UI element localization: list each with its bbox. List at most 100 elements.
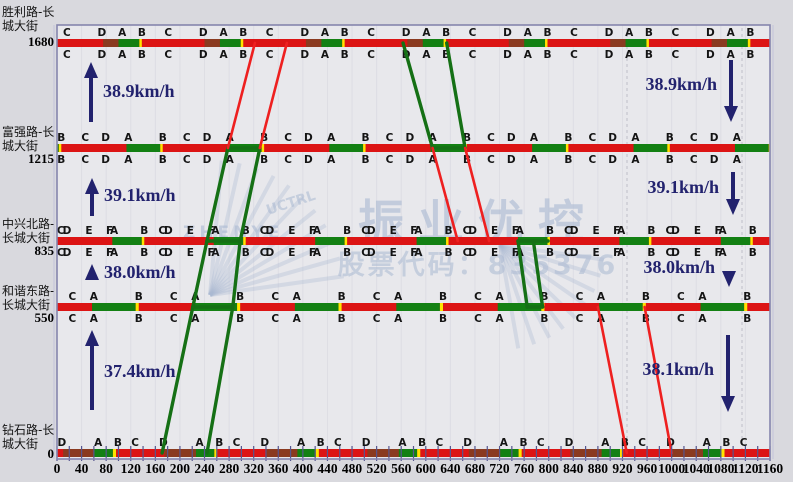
signal-phase-yellow bbox=[261, 144, 265, 152]
speed-label-down: 38.1km/h bbox=[642, 359, 714, 379]
phase-letter: C bbox=[570, 49, 578, 61]
signal-phase-green bbox=[416, 237, 447, 245]
phase-letter: D bbox=[608, 154, 617, 166]
phase-letter: A bbox=[601, 437, 610, 449]
phase-letter: A bbox=[631, 154, 640, 166]
signal-phase-green bbox=[625, 39, 647, 47]
x-axis-label: 720 bbox=[489, 461, 510, 476]
phase-letter: A bbox=[94, 437, 103, 449]
phase-letter: C bbox=[164, 49, 172, 61]
x-axis-label: 1000 bbox=[658, 461, 685, 476]
signal-phase-green bbox=[726, 39, 748, 47]
phase-letter: D bbox=[405, 132, 414, 144]
x-axis-label: 320 bbox=[244, 461, 265, 476]
intersection-name-line2: 城大街 bbox=[2, 437, 38, 451]
signal-phase-yellow bbox=[342, 39, 345, 47]
x-axis-label: 840 bbox=[563, 461, 584, 476]
phase-letter: A bbox=[297, 437, 306, 449]
phase-letter: A bbox=[495, 291, 504, 303]
signal-phase-green bbox=[112, 237, 142, 245]
phase-letter: C bbox=[671, 27, 679, 39]
phase-letter: B bbox=[418, 437, 426, 449]
x-axis-label: 360 bbox=[268, 461, 289, 476]
distance-label: 1680 bbox=[28, 34, 54, 49]
signal-phase-dark bbox=[204, 39, 220, 47]
phase-letter: C bbox=[81, 154, 89, 166]
phase-letter: C bbox=[469, 27, 477, 39]
phase-letter: B bbox=[343, 225, 351, 237]
phase-letter: E bbox=[85, 225, 92, 237]
phase-letter: B bbox=[57, 132, 65, 144]
phase-letter: D bbox=[565, 437, 574, 449]
phase-letter: B bbox=[642, 291, 650, 303]
phase-letter: C bbox=[266, 49, 274, 61]
phase-letter: B bbox=[135, 313, 143, 325]
up-arrow-icon bbox=[85, 264, 99, 280]
phase-letter: B bbox=[114, 437, 122, 449]
x-axis-label: 0 bbox=[54, 461, 61, 476]
signal-phase-yellow bbox=[139, 39, 142, 47]
phase-letter: A bbox=[90, 291, 99, 303]
signal-phase-dark bbox=[671, 449, 704, 457]
phase-letter: A bbox=[733, 132, 742, 144]
signal-phase-dark bbox=[63, 449, 95, 457]
logo-ray bbox=[209, 274, 344, 297]
x-axis-label: 120 bbox=[121, 461, 142, 476]
phase-letter: C bbox=[373, 291, 381, 303]
phase-letter: B bbox=[239, 27, 247, 39]
signal-phase-dark bbox=[103, 39, 119, 47]
phase-letter: C bbox=[474, 313, 482, 325]
phase-letter: B bbox=[647, 225, 655, 237]
phase-letter: E bbox=[390, 247, 397, 259]
phase-letter: D bbox=[503, 49, 512, 61]
phase-letter: C bbox=[170, 291, 178, 303]
phase-letter: C bbox=[367, 49, 375, 61]
x-axis-label: 80 bbox=[99, 461, 113, 476]
phase-letter: B bbox=[564, 154, 572, 166]
signal-phase-green bbox=[94, 449, 113, 457]
phase-letter: C bbox=[690, 132, 698, 144]
phase-letter: A bbox=[727, 49, 736, 61]
speed-label-down: 38.0km/h bbox=[643, 257, 715, 277]
logo-ray bbox=[208, 167, 259, 296]
phase-letter: B bbox=[666, 154, 674, 166]
x-axis-label: 800 bbox=[539, 461, 560, 476]
phase-letter: B bbox=[540, 313, 548, 325]
phase-letter: A bbox=[530, 132, 539, 144]
phase-letter: A bbox=[394, 291, 403, 303]
phase-letter: A bbox=[428, 154, 437, 166]
phase-letter: B bbox=[645, 27, 653, 39]
phase-letter: C bbox=[589, 132, 597, 144]
phase-letter: D bbox=[300, 27, 309, 39]
phase-letter: A bbox=[226, 154, 235, 166]
intersection-name-line2: 城大街 bbox=[2, 19, 38, 33]
trajectory-red bbox=[463, 146, 491, 243]
signal-phase-dark bbox=[468, 449, 501, 457]
distance-label: 835 bbox=[35, 243, 55, 258]
phase-letter: E bbox=[592, 247, 599, 259]
trajectory-green bbox=[444, 41, 467, 150]
phase-letter: B bbox=[138, 27, 146, 39]
signal-phase-green bbox=[619, 237, 649, 245]
phase-letter: A bbox=[524, 49, 533, 61]
phase-letter: A bbox=[495, 313, 504, 325]
phase-letter: D bbox=[362, 437, 371, 449]
phase-letter: C bbox=[233, 437, 241, 449]
phase-letter: E bbox=[288, 225, 295, 237]
phase-letter: C bbox=[386, 132, 394, 144]
x-axis-label: 880 bbox=[588, 461, 609, 476]
phase-letter: B bbox=[362, 132, 370, 144]
phase-letter: A bbox=[625, 27, 634, 39]
phase-letter: B bbox=[749, 225, 757, 237]
signal-phase-green bbox=[118, 39, 140, 47]
trajectory-green bbox=[531, 239, 545, 309]
phase-letter: C bbox=[164, 27, 172, 39]
intersection-name-line2: 城大街 bbox=[2, 139, 38, 153]
speed-label-up: 38.0km/h bbox=[104, 262, 176, 282]
phase-letter: A bbox=[625, 49, 634, 61]
phase-letter: B bbox=[540, 291, 548, 303]
phase-letter: D bbox=[98, 27, 107, 39]
signal-phase-dark bbox=[265, 449, 298, 457]
phase-letter: A bbox=[118, 49, 127, 61]
